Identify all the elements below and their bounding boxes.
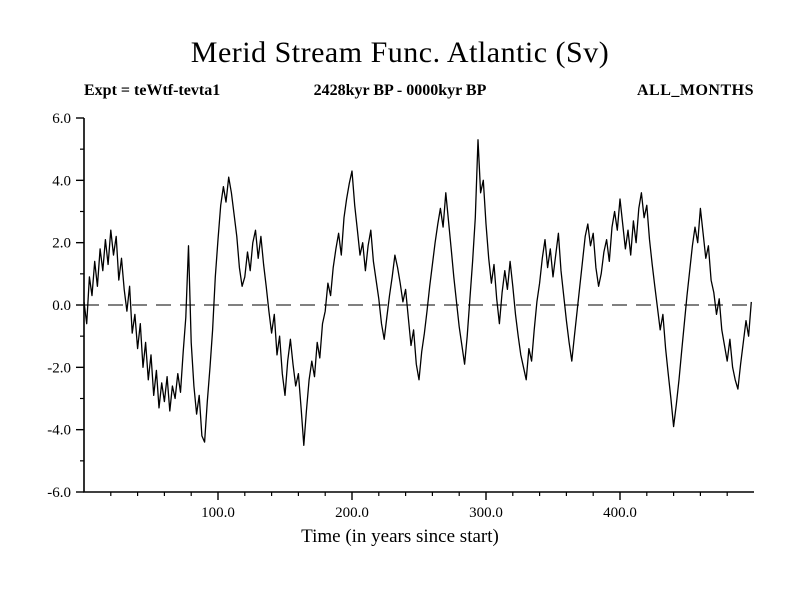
svg-text:6.0: 6.0 (52, 111, 71, 127)
svg-text:100.0: 100.0 (201, 505, 235, 521)
svg-text:-2.0: -2.0 (47, 360, 71, 376)
x-axis-title: Time (in years since start) (301, 526, 499, 547)
svg-text:-4.0: -4.0 (47, 423, 71, 439)
months-label: ALL_MONTHS (636, 82, 754, 99)
experiment-label: Expt = teWtf-tevta1 (84, 82, 221, 99)
svg-text:400.0: 400.0 (603, 505, 637, 521)
svg-text:0.0: 0.0 (52, 298, 71, 314)
svg-text:300.0: 300.0 (469, 505, 503, 521)
svg-text:-6.0: -6.0 (47, 485, 71, 501)
svg-text:2.0: 2.0 (52, 236, 71, 252)
chart-title: Merid Stream Func. Atlantic (Sv) (190, 36, 610, 69)
svg-text:4.0: 4.0 (52, 173, 71, 189)
time-range-label: 2428kyr BP - 0000kyr BP (313, 82, 487, 99)
svg-text:200.0: 200.0 (335, 505, 369, 521)
